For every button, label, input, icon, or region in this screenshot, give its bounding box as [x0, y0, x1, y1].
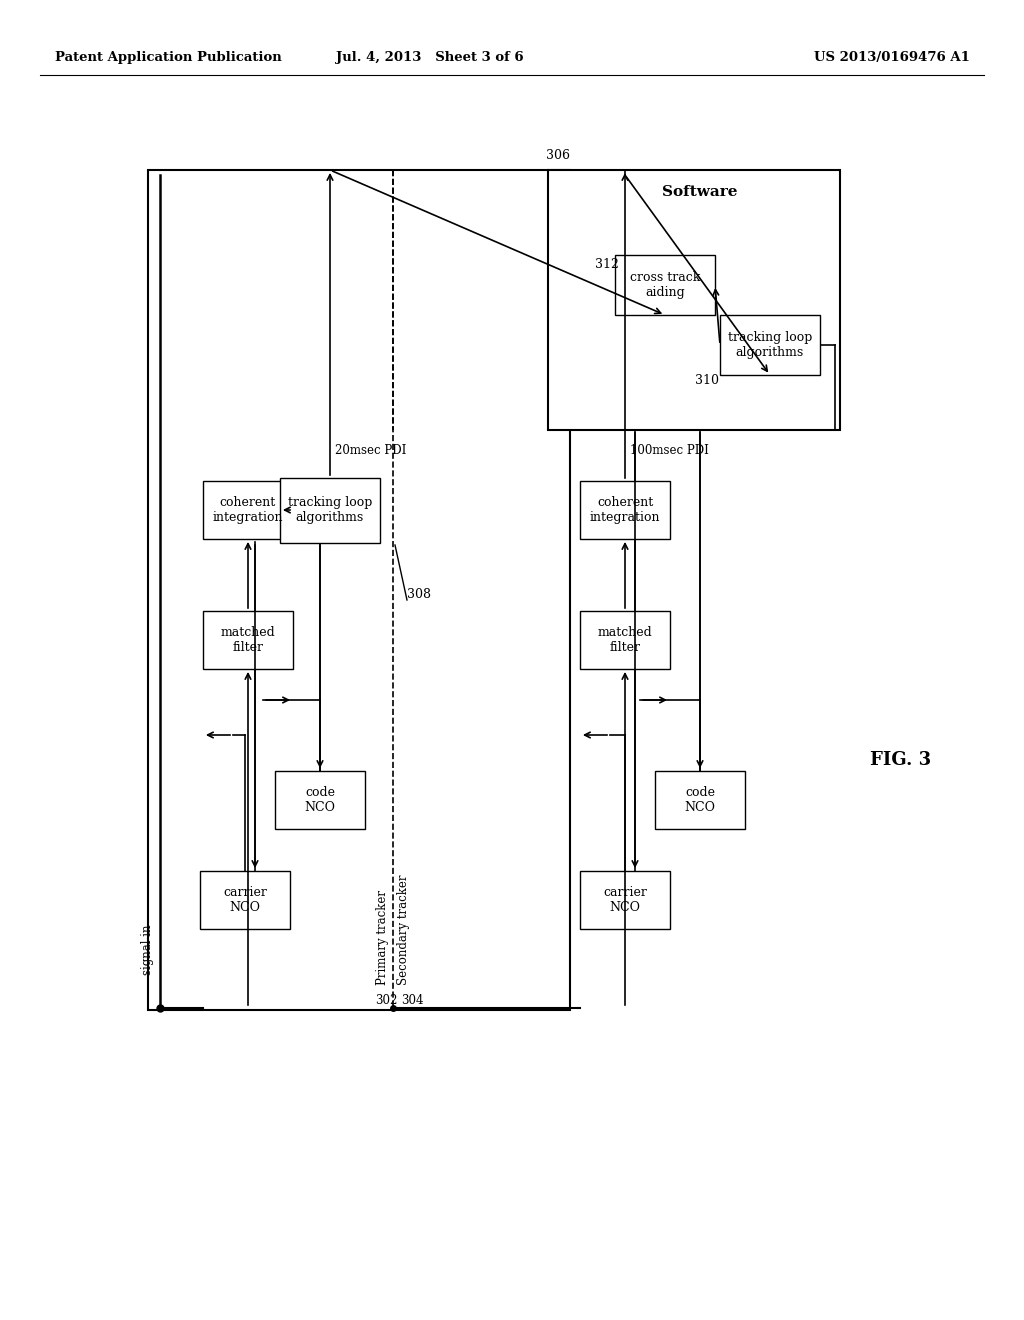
- Bar: [655, 771, 745, 829]
- Text: 306: 306: [546, 149, 570, 162]
- Bar: [720, 315, 820, 375]
- Text: code
NCO: code NCO: [304, 785, 336, 814]
- Bar: [580, 480, 670, 539]
- Text: 308: 308: [407, 589, 431, 602]
- Text: signal in: signal in: [141, 925, 155, 975]
- Text: 100msec PDI: 100msec PDI: [630, 444, 709, 457]
- Bar: [148, 170, 570, 1010]
- Text: tracking loop
algorithms: tracking loop algorithms: [728, 331, 812, 359]
- Text: Software: Software: [663, 185, 737, 199]
- Text: carrier
NCO: carrier NCO: [603, 886, 647, 913]
- Bar: [200, 871, 290, 929]
- Bar: [615, 255, 715, 315]
- Text: US 2013/0169476 A1: US 2013/0169476 A1: [814, 51, 970, 65]
- Text: Jul. 4, 2013   Sheet 3 of 6: Jul. 4, 2013 Sheet 3 of 6: [336, 51, 524, 65]
- Bar: [580, 871, 670, 929]
- Text: 304: 304: [401, 994, 424, 1006]
- Text: carrier
NCO: carrier NCO: [223, 886, 267, 913]
- Text: code
NCO: code NCO: [684, 785, 716, 814]
- Text: FIG. 3: FIG. 3: [870, 751, 931, 770]
- Bar: [275, 771, 365, 829]
- Text: 310: 310: [695, 374, 719, 387]
- Bar: [280, 478, 380, 543]
- Text: Secondary tracker: Secondary tracker: [397, 874, 410, 985]
- Text: coherent
integration: coherent integration: [590, 496, 660, 524]
- Text: 312: 312: [595, 259, 618, 272]
- Text: coherent
integration: coherent integration: [213, 496, 284, 524]
- Text: cross track
aiding: cross track aiding: [630, 271, 700, 300]
- Bar: [203, 611, 293, 669]
- Text: matched
filter: matched filter: [598, 626, 652, 653]
- Text: 20msec PDI: 20msec PDI: [335, 444, 407, 457]
- Bar: [580, 611, 670, 669]
- Text: 302: 302: [375, 994, 397, 1006]
- Text: Primary tracker: Primary tracker: [376, 890, 389, 985]
- Bar: [203, 480, 293, 539]
- Text: Patent Application Publication: Patent Application Publication: [55, 51, 282, 65]
- Text: tracking loop
algorithms: tracking loop algorithms: [288, 496, 372, 524]
- Bar: [548, 170, 840, 430]
- Text: matched
filter: matched filter: [220, 626, 275, 653]
